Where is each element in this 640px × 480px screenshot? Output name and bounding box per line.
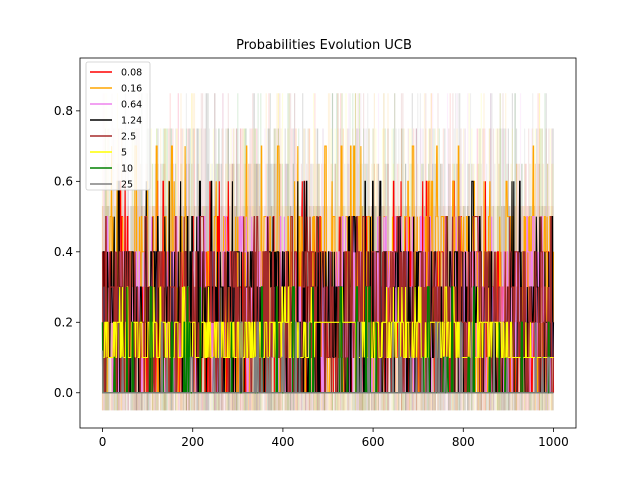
legend-label: 0.08 xyxy=(121,68,142,79)
legend-label: 1.24 xyxy=(121,116,142,127)
legend-label: 0.16 xyxy=(121,84,142,95)
series-lines xyxy=(101,145,555,394)
y-tick-label: 0.8 xyxy=(54,104,73,118)
legend-label: 10 xyxy=(121,164,133,175)
x-tick-label: 200 xyxy=(181,435,204,449)
y-tick-label: 0.0 xyxy=(54,386,73,400)
x-tick-label: 0 xyxy=(99,435,107,449)
y-tick-label: 0.4 xyxy=(54,245,73,259)
x-tick-label: 400 xyxy=(271,435,294,449)
series-line-5 xyxy=(102,286,554,359)
legend-label: 5 xyxy=(121,148,127,159)
plot-area-frame xyxy=(79,57,577,429)
legend: 0.08 0.16 0.64 1.24 2.5 5 10 25 xyxy=(85,61,151,191)
series-line-2.5 xyxy=(101,216,555,394)
y-tick-label: 0.6 xyxy=(54,174,73,188)
legend-box xyxy=(85,61,151,191)
x-tick-label: 800 xyxy=(452,435,475,449)
series-line-25 xyxy=(101,321,554,394)
legend-label: 25 xyxy=(121,180,133,191)
chart-title: Probabilities Evolution UCB xyxy=(236,38,412,53)
legend-label: 0.64 xyxy=(121,100,142,111)
x-tick-label: 600 xyxy=(362,435,385,449)
x-axis: 0 200 400 600 800 1000 xyxy=(99,428,569,449)
y-axis: 0.0 0.2 0.4 0.6 0.8 xyxy=(54,104,80,400)
y-tick-label: 0.2 xyxy=(54,315,73,329)
legend-label: 2.5 xyxy=(121,132,136,143)
x-tick-label: 1000 xyxy=(538,435,569,449)
